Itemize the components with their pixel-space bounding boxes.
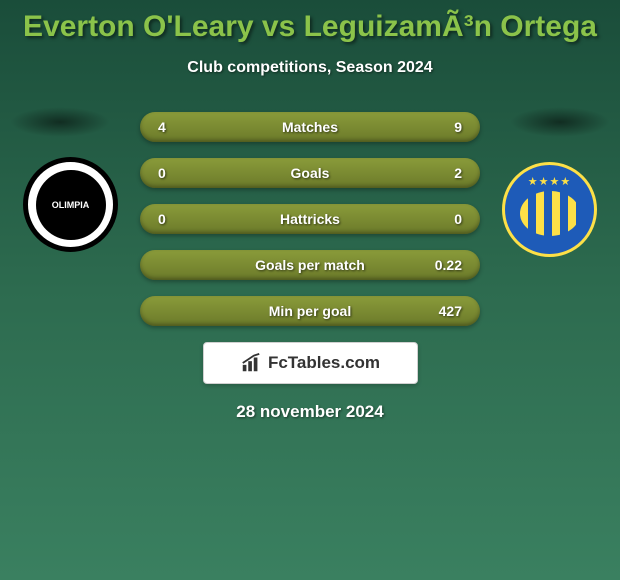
- stat-left-value: 0: [158, 165, 198, 181]
- stat-left-value: 0: [158, 211, 198, 227]
- stat-right-value: 0: [422, 211, 462, 227]
- stat-row-mpg: Min per goal 427: [140, 296, 480, 326]
- comparison-content: OLIMPIA ★★★★ 4 Matches 9 0 Goals 2 0 Hat…: [0, 107, 620, 422]
- stat-right-value: 9: [422, 119, 462, 135]
- stat-left-value: 4: [158, 119, 198, 135]
- stat-label: Matches: [282, 119, 338, 135]
- stat-label: Hattricks: [280, 211, 340, 227]
- chart-icon: [240, 352, 262, 374]
- stat-label: Goals: [291, 165, 330, 181]
- stars-icon: ★★★★: [528, 175, 571, 188]
- shadow-right: [510, 107, 610, 137]
- comparison-title: Everton O'Leary vs LeguizamÃ³n Ortega: [0, 0, 620, 44]
- club-crest-left: OLIMPIA: [23, 157, 118, 252]
- stripes-icon: [520, 191, 580, 236]
- source-badge[interactable]: FcTables.com: [203, 342, 418, 384]
- stat-right-value: 0.22: [422, 257, 462, 273]
- stat-right-value: 427: [422, 303, 462, 319]
- stat-row-matches: 4 Matches 9: [140, 112, 480, 142]
- badge-text: FcTables.com: [268, 353, 380, 373]
- season-subtitle: Club competitions, Season 2024: [0, 59, 620, 77]
- stat-right-value: 2: [422, 165, 462, 181]
- shadow-left: [10, 107, 110, 137]
- stat-row-goals: 0 Goals 2: [140, 158, 480, 188]
- comparison-date: 28 november 2024: [0, 402, 620, 422]
- stat-rows: 4 Matches 9 0 Goals 2 0 Hattricks 0 Goal…: [140, 107, 480, 326]
- club-crest-right: ★★★★: [502, 162, 597, 257]
- stat-row-hattricks: 0 Hattricks 0: [140, 204, 480, 234]
- stat-row-gpm: Goals per match 0.22: [140, 250, 480, 280]
- crest-left-label: OLIMPIA: [36, 170, 106, 240]
- stat-label: Goals per match: [255, 257, 365, 273]
- stat-label: Min per goal: [269, 303, 351, 319]
